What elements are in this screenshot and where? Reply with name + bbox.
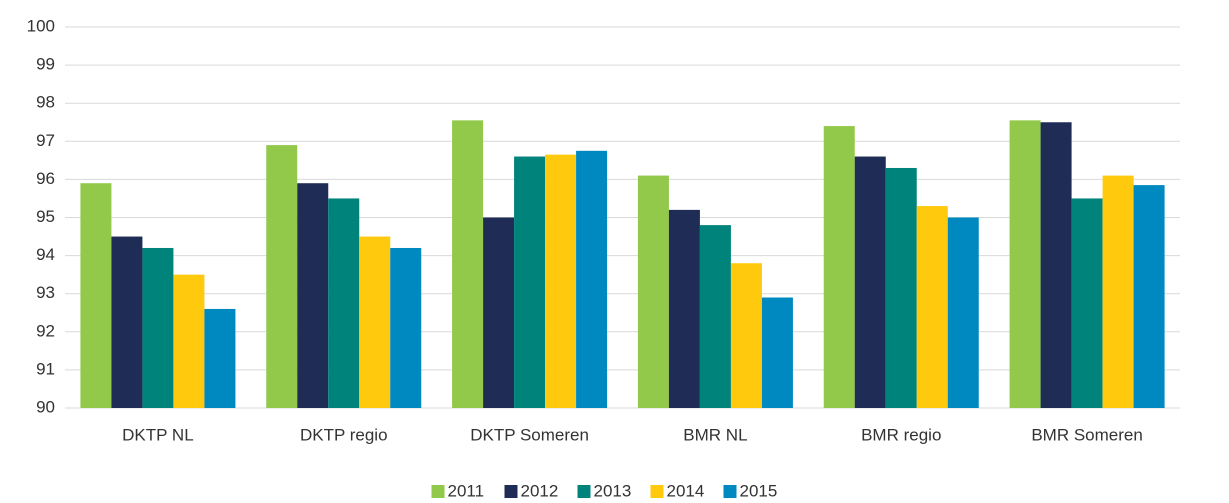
bar [80, 183, 111, 408]
bar [824, 126, 855, 408]
bar [266, 145, 297, 408]
bar [886, 168, 917, 408]
bar [514, 157, 545, 408]
bar [483, 218, 514, 409]
bar [204, 309, 235, 408]
bar [638, 176, 669, 408]
y-tick-label: 94 [36, 245, 55, 264]
bar [297, 183, 328, 408]
legend-swatch [651, 485, 664, 498]
bar [948, 218, 979, 409]
legend-label: 2011 [448, 481, 485, 500]
x-tick-label: DKTP regio [300, 425, 388, 444]
bar [328, 198, 359, 408]
legend-swatch [724, 485, 737, 498]
bar [390, 248, 421, 408]
bar [452, 120, 483, 408]
y-tick-label: 93 [36, 283, 55, 302]
y-tick-label: 97 [36, 131, 55, 150]
y-tick-label: 99 [36, 55, 55, 74]
bar [142, 248, 173, 408]
bar [1041, 122, 1072, 408]
bar [111, 237, 142, 408]
legend-swatch [432, 485, 445, 498]
y-tick-label: 100 [27, 16, 55, 35]
legend-swatch [505, 485, 518, 498]
x-tick-label: DKTP NL [122, 425, 194, 444]
y-tick-label: 98 [36, 93, 55, 112]
bar [359, 237, 390, 408]
bar [731, 263, 762, 408]
bar [173, 275, 204, 408]
bar [855, 157, 886, 408]
x-tick-label: BMR Someren [1031, 425, 1142, 444]
y-tick-label: 91 [36, 359, 55, 378]
legend-label: 2012 [521, 481, 559, 500]
legend-label: 2014 [667, 481, 705, 500]
bar [1103, 176, 1134, 408]
bar [1134, 185, 1165, 408]
chart: 90 91 92 93 94 95 96 97 98 99 100 DKTP NL DKTP regio… [0, 0, 1229, 503]
bar [700, 225, 731, 408]
legend-label: 2013 [594, 481, 632, 500]
y-tick-label: 90 [36, 397, 55, 416]
bar [762, 298, 793, 408]
x-tick-label: BMR NL [683, 425, 747, 444]
y-tick-label: 92 [36, 321, 55, 340]
bar [1072, 198, 1103, 408]
x-tick-label: DKTP Someren [470, 425, 589, 444]
bar [669, 210, 700, 408]
y-tick-label: 96 [36, 169, 55, 188]
legend-swatch [578, 485, 591, 498]
y-tick-label: 95 [36, 207, 55, 226]
bar [917, 206, 948, 408]
x-tick-label: BMR regio [861, 425, 941, 444]
bar [545, 155, 576, 408]
bar [1010, 120, 1041, 408]
bar [576, 151, 607, 408]
legend-label: 2015 [740, 481, 778, 500]
